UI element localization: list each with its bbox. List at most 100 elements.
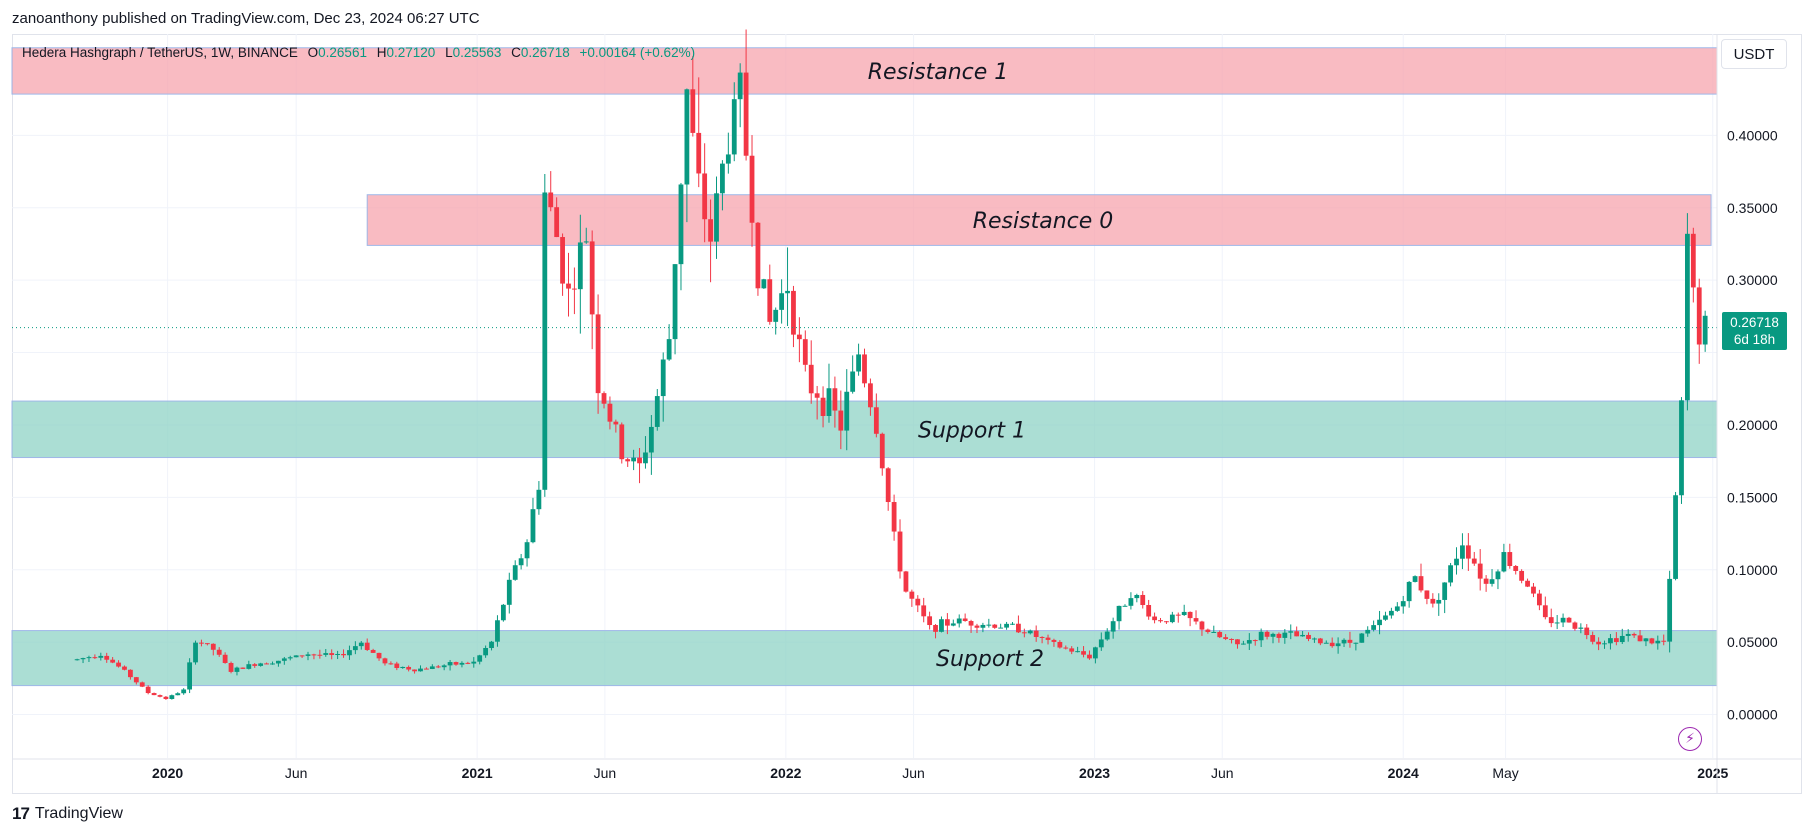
candle-up [335, 653, 341, 655]
candle-up [1448, 565, 1453, 583]
candle-up [583, 241, 589, 243]
high-value: 0.27120 [386, 45, 436, 60]
candle-up [1323, 642, 1329, 644]
candle-down [1021, 632, 1027, 634]
candle-up [1092, 647, 1098, 659]
candle-down [311, 654, 317, 656]
candle-up [1104, 631, 1110, 640]
candle-down [601, 393, 607, 404]
candle-up [631, 457, 637, 462]
candle-up [187, 662, 193, 690]
candle-down [909, 591, 915, 599]
candle-up [1353, 642, 1359, 644]
candle-down [1223, 637, 1229, 639]
candles-group [74, 29, 1708, 700]
candle-up [1246, 640, 1252, 644]
candle-down [1276, 633, 1282, 638]
candle-up [1377, 619, 1382, 626]
candle-down [1513, 566, 1519, 571]
candle-up [577, 242, 583, 290]
candle-up [506, 579, 512, 605]
candle-down [216, 649, 222, 655]
candle-down [613, 421, 619, 425]
candle-down [1051, 639, 1057, 642]
candle-up [672, 264, 678, 340]
symbol-description: Hedera Hashgraph / TetherUS, 1W, BINANCE [22, 45, 298, 60]
x-axis-tick-label: 2021 [462, 765, 493, 781]
candle-up [1667, 578, 1673, 642]
last-price-badge: 0.26718 6d 18h [1722, 312, 1787, 350]
candle-down [968, 621, 974, 626]
candle-down [992, 624, 998, 628]
candle-down [364, 642, 370, 650]
candle-up [1282, 632, 1288, 638]
candle-up [418, 668, 423, 672]
candle-down [1584, 627, 1590, 636]
candle-down [743, 72, 749, 156]
candle-up [1181, 611, 1187, 616]
candle-down [1542, 605, 1548, 618]
candle-down [388, 663, 394, 665]
candle-up [441, 665, 447, 668]
candle-down [145, 686, 151, 694]
candle-up [1619, 635, 1625, 643]
candle-up [536, 489, 542, 510]
candle-down [1057, 641, 1063, 648]
candle-down [1430, 598, 1436, 604]
candle-down [1536, 593, 1542, 606]
candle-down [1217, 631, 1223, 638]
last-price-value: 0.26718 [1730, 315, 1779, 330]
candle-up [1270, 633, 1276, 637]
zone-label-resistance-0: Resistance 0 [973, 209, 1114, 234]
low-label: L [445, 45, 453, 60]
candle-down [1507, 552, 1513, 567]
candle-down [222, 654, 228, 663]
candle-up [169, 695, 175, 699]
candle-up [530, 509, 536, 543]
high-label: H [376, 45, 387, 60]
candle-down [796, 334, 802, 340]
candle-up [181, 689, 187, 694]
candle-down [548, 192, 554, 208]
candle-down [560, 237, 565, 284]
candle-up [1116, 605, 1122, 622]
candle-up [305, 654, 311, 656]
currency-button[interactable]: USDT [1721, 39, 1787, 69]
candle-down [927, 616, 933, 626]
x-axis-tick-label: Jun [594, 765, 617, 781]
candle-down [903, 571, 909, 592]
candle-down [240, 667, 246, 669]
candle-up [352, 646, 358, 651]
candle-up [1554, 622, 1560, 624]
candle-up [1010, 623, 1015, 625]
candle-down [394, 663, 400, 669]
candle-down [702, 173, 708, 220]
candle-up [1027, 630, 1033, 634]
candle-down [1205, 629, 1211, 633]
candle-down [1033, 630, 1039, 637]
candle-down [1572, 622, 1578, 629]
candle-down [1081, 651, 1086, 655]
candle-up [477, 655, 483, 662]
candle-up [1394, 606, 1400, 611]
price-chart[interactable]: Resistance 1 Resistance 0 Support 1 Support… [0, 0, 1815, 800]
candle-down [406, 666, 412, 670]
open-label: O [307, 45, 319, 60]
candle-down [554, 207, 560, 238]
footer-brand[interactable]: 17 TradingView [12, 804, 123, 824]
candle-down [1069, 648, 1075, 652]
candle-down [838, 410, 844, 431]
lightning-icon[interactable]: ⚡ [1678, 727, 1702, 751]
candle-down [1152, 616, 1157, 621]
candle-down [1264, 631, 1270, 637]
candle-up [678, 184, 684, 265]
candle-down [1306, 634, 1311, 639]
candle-down [862, 354, 867, 384]
candle-up [358, 642, 364, 647]
candle-up [86, 657, 92, 659]
close-label: C [511, 45, 521, 60]
candle-up [666, 339, 672, 360]
candle-down [1317, 638, 1323, 644]
candle-up [246, 664, 252, 669]
candle-down [1590, 635, 1596, 642]
